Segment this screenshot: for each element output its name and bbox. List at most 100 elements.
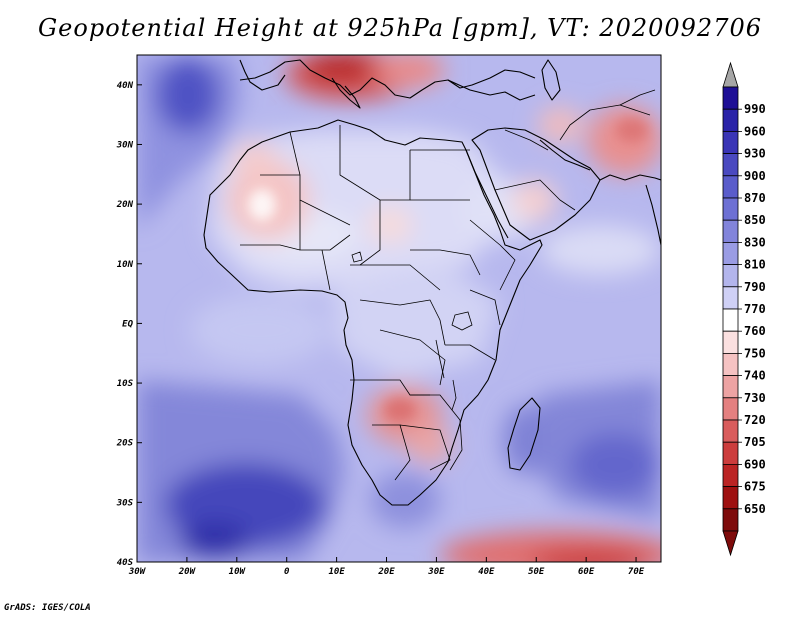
colorbar-level-label: 720 xyxy=(744,413,766,427)
colorbar-level-label: 730 xyxy=(744,391,766,405)
colorbar-swatch xyxy=(722,264,739,288)
colorbar-level-label: 675 xyxy=(744,480,766,494)
height-shading-fine xyxy=(248,118,648,422)
colorbar-swatch xyxy=(722,419,739,443)
colorbar-level-label: 830 xyxy=(744,235,766,249)
persian-heat-low xyxy=(538,107,582,143)
colorbar-level-label: 870 xyxy=(744,191,766,205)
colorbar-swatch xyxy=(722,175,739,199)
lat-tick-label: 10S xyxy=(117,379,134,389)
arabian-sea-pale xyxy=(540,225,660,275)
colorbar-level-label: 960 xyxy=(744,124,766,138)
border-namibia xyxy=(372,424,411,481)
lon-tick-label: 40E xyxy=(478,567,495,577)
grads-credit: GrADS: IGES/COLA xyxy=(4,603,91,613)
south-africa-low xyxy=(370,472,440,528)
iberia-coastline xyxy=(239,59,286,91)
colorbar-swatch xyxy=(722,219,739,243)
lat-tick-label: 40N xyxy=(117,81,134,91)
coastlines xyxy=(203,59,661,506)
colorbar-level-label: 650 xyxy=(744,502,766,516)
border-afghanistan xyxy=(619,89,656,106)
colorbar-swatch xyxy=(722,108,739,132)
lon-tick-label: 50E xyxy=(528,567,545,577)
border-ethiopia xyxy=(469,219,516,291)
latitude-axis: 40N 30N 20N 10N EQ 10S 20S 30S 40S xyxy=(116,81,142,568)
lake-malawi xyxy=(451,379,457,411)
border-zambia xyxy=(410,394,461,421)
colorbar-level-label: 930 xyxy=(744,147,766,161)
lat-tick-label: 30S xyxy=(116,498,134,508)
country-borders xyxy=(240,89,656,481)
colorbar-level-label: 850 xyxy=(744,213,766,227)
southern-ocean-core xyxy=(530,550,650,562)
border-congo xyxy=(359,299,446,346)
europe-coastline xyxy=(239,59,536,99)
lon-tick-label: 20W xyxy=(178,567,197,577)
iran-core xyxy=(616,118,648,142)
colorbar-swatch xyxy=(722,508,739,532)
border-car xyxy=(350,264,441,291)
east-atlantic-pale xyxy=(190,295,330,365)
lakes xyxy=(351,251,473,411)
border-chad xyxy=(359,200,381,266)
border-south-sudan xyxy=(410,249,481,276)
lake-chad xyxy=(351,251,363,263)
colorbar-swatch xyxy=(722,397,739,421)
border-iraq xyxy=(504,129,549,151)
central-africa-pale xyxy=(330,270,500,380)
lon-tick-label: 10W xyxy=(229,567,247,577)
colorbar-level-label: 990 xyxy=(744,102,766,116)
colorbar-swatch xyxy=(722,486,739,510)
indian-ocean-core xyxy=(570,433,660,497)
lake-tanganyika xyxy=(435,339,445,379)
colorbar-swatch xyxy=(722,375,739,399)
border-sahel xyxy=(240,244,301,251)
colorbar: 990 960 930 900 870 850 830 810 790 770 760 750 740 7… xyxy=(722,61,766,557)
persian-gulf-coastline xyxy=(539,139,591,171)
madagascar-coastline xyxy=(507,397,541,471)
lat-tick-label: 30N xyxy=(116,140,134,150)
colorbar-swatch xyxy=(722,441,739,465)
colorbar-swatch xyxy=(722,86,739,110)
colorbar-level-label: 900 xyxy=(744,169,766,183)
red-sea-west xyxy=(465,149,509,239)
middle-east-coastline xyxy=(599,174,661,181)
lon-tick-label: 70E xyxy=(628,567,645,577)
border-kenya xyxy=(469,289,501,326)
border-tanzania xyxy=(445,344,496,361)
anatolia-coastline xyxy=(447,79,536,101)
india-coastline xyxy=(645,184,661,246)
colorbar-level-label: 760 xyxy=(744,324,766,338)
lon-tick-label: 20E xyxy=(377,567,395,577)
border-mali-niger xyxy=(299,200,351,251)
lat-tick-label: 10N xyxy=(117,260,134,270)
lat-tick-label: 40S xyxy=(117,558,134,568)
colorbar-level-label: 790 xyxy=(744,280,766,294)
map-title: Geopotential Height at 925hPa [gpm], VT:… xyxy=(38,14,762,42)
colorbar-swatch xyxy=(722,463,739,487)
sahara-core xyxy=(248,189,276,221)
height-shading xyxy=(137,55,661,562)
border-algeria xyxy=(289,131,301,176)
colorbar-swatch xyxy=(722,286,739,310)
italy-coastline xyxy=(331,77,361,109)
europe-low-core xyxy=(305,55,375,82)
balkan-low xyxy=(375,55,445,88)
caspian-coastline xyxy=(541,59,561,101)
lat-tick-label: 20S xyxy=(116,439,134,449)
map-frame xyxy=(136,54,662,563)
lat-tick-label: 20N xyxy=(116,200,134,210)
colorbar-top-arrow xyxy=(722,61,739,88)
libya-heat-low xyxy=(368,207,412,243)
angola-core xyxy=(384,398,416,422)
lon-tick-label: 60E xyxy=(578,567,595,577)
colorbar-swatch xyxy=(722,330,739,354)
colorbar-swatch xyxy=(722,352,739,376)
colorbar-level-label: 810 xyxy=(744,258,766,272)
colorbar-swatch xyxy=(722,241,739,265)
north-atlantic-core xyxy=(156,57,220,133)
madagascar-low xyxy=(503,405,547,475)
border-mozambique xyxy=(449,419,463,471)
